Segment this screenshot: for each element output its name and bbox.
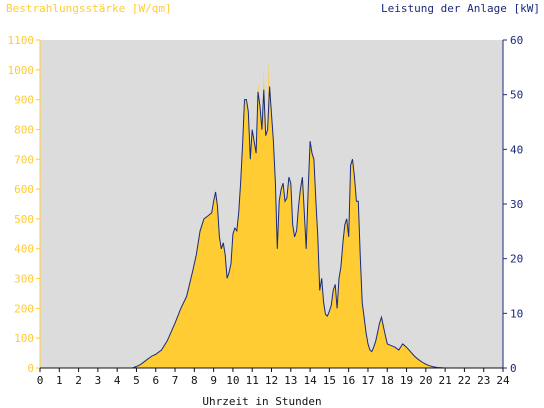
left-tick-label: 500 <box>14 213 34 226</box>
x-tick-label: 3 <box>95 374 102 387</box>
x-tick-label: 18 <box>381 374 394 387</box>
x-tick-label: 6 <box>152 374 159 387</box>
x-axis-title: Uhrzeit in Stunden <box>202 395 321 408</box>
left-tick-label: 700 <box>14 153 34 166</box>
right-tick-label: 50 <box>510 89 523 102</box>
x-tick-label: 19 <box>400 374 413 387</box>
left-tick-label: 400 <box>14 243 34 256</box>
x-tick-label: 22 <box>458 374 471 387</box>
x-tick-label: 8 <box>191 374 198 387</box>
area-layer <box>40 57 503 369</box>
x-axis-ticks: 0 1 2 3 4 5 6 7 8 9 10 11 12 13 14 15 16 17 18 19 20 21 22 23 24 <box>37 368 510 387</box>
x-tick-label: 16 <box>342 374 355 387</box>
left-tick-label: 1000 <box>8 64 35 77</box>
power-line <box>40 86 503 369</box>
left-tick-label: 0 <box>27 362 34 375</box>
right-tick-label: 60 <box>510 34 523 47</box>
x-tick-label: 15 <box>323 374 336 387</box>
line-layer <box>40 86 503 369</box>
x-tick-label: 17 <box>361 374 374 387</box>
left-tick-label: 900 <box>14 94 34 107</box>
right-tick-label: 40 <box>510 143 523 156</box>
right-tick-label: 0 <box>510 362 517 375</box>
x-tick-label: 9 <box>210 374 217 387</box>
right-tick-label: 20 <box>510 253 523 266</box>
irradiance-area <box>40 57 503 369</box>
x-tick-label: 12 <box>265 374 278 387</box>
x-tick-label: 11 <box>246 374 259 387</box>
x-tick-label: 5 <box>133 374 140 387</box>
right-axis-ticks: 0 10 20 30 40 50 60 <box>503 34 523 375</box>
left-axis-title: Bestrahlungsstärke [W/qm] <box>6 2 172 15</box>
x-tick-label: 7 <box>172 374 179 387</box>
x-tick-label: 14 <box>303 374 317 387</box>
x-tick-label: 20 <box>419 374 432 387</box>
left-tick-label: 800 <box>14 123 34 136</box>
x-tick-label: 1 <box>56 374 63 387</box>
left-tick-label: 100 <box>14 332 34 345</box>
x-tick-label: 2 <box>75 374 82 387</box>
x-tick-label: 10 <box>226 374 239 387</box>
right-axis-title: Leistung der Anlage [kW] <box>381 2 540 15</box>
x-tick-label: 13 <box>284 374 297 387</box>
x-tick-label: 4 <box>114 374 121 387</box>
left-tick-label: 1100 <box>8 34 35 47</box>
left-axis-ticks: 0 100 200 300 400 500 600 700 800 900 1000 1100 <box>8 34 40 375</box>
x-tick-label: 21 <box>439 374 452 387</box>
left-tick-label: 600 <box>14 183 34 196</box>
x-tick-label: 0 <box>37 374 44 387</box>
left-tick-label: 300 <box>14 273 34 286</box>
x-tick-label: 24 <box>496 374 510 387</box>
left-tick-label: 200 <box>14 302 34 315</box>
right-tick-label: 10 <box>510 307 523 320</box>
x-tick-label: 23 <box>477 374 490 387</box>
right-tick-label: 30 <box>510 198 523 211</box>
